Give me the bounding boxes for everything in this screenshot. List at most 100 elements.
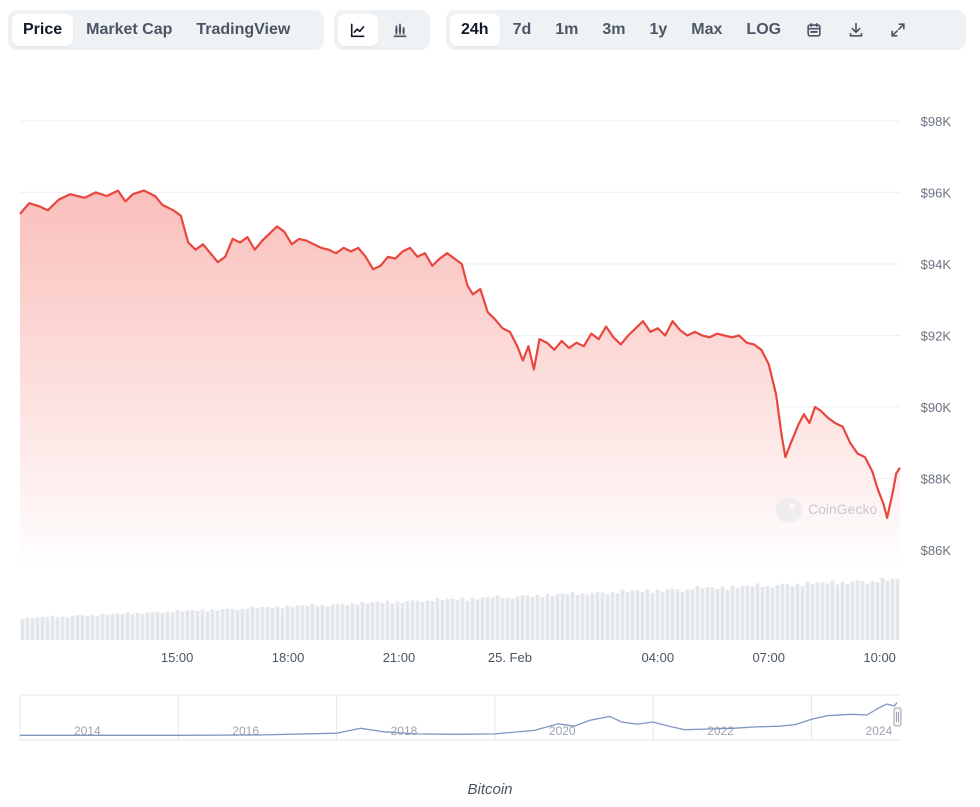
volume-bar xyxy=(500,597,505,640)
volume-bar xyxy=(555,594,560,640)
volume-bar xyxy=(780,583,785,640)
volume-bar xyxy=(440,600,445,640)
chart-caption: Bitcoin xyxy=(467,781,513,798)
range-7d[interactable]: 7d xyxy=(512,21,532,38)
range-3m[interactable]: 3m xyxy=(602,21,626,38)
chart-type-tabs xyxy=(334,10,430,50)
volume-bar xyxy=(395,601,400,640)
volume-bar xyxy=(890,578,895,640)
volume-bar xyxy=(590,592,595,640)
price-chart: $98K $96K $94K $92K $90K $88K $86K CoinGecko 15:… xyxy=(0,70,980,770)
x-tick-label: 04:00 xyxy=(642,650,675,665)
volume-bar xyxy=(725,589,730,640)
x-tick-label: 07:00 xyxy=(752,650,785,665)
candlestick-chart-button[interactable] xyxy=(380,14,420,46)
volume-bar xyxy=(810,584,815,640)
download-button[interactable] xyxy=(836,14,876,46)
volume-bar xyxy=(155,612,160,640)
volume-bar xyxy=(560,593,565,640)
volume-bar xyxy=(525,595,530,640)
volume-bar xyxy=(425,600,430,640)
volume-bar xyxy=(235,610,240,640)
volume-bar xyxy=(345,605,350,640)
chart-toolbar: Price Market Cap TradingView 24h 7d 1m 3m 1y Ma… xyxy=(8,10,968,50)
volume-bar xyxy=(445,598,450,640)
volume-bar xyxy=(865,583,870,640)
volume-bar xyxy=(220,609,225,640)
volume-bar xyxy=(105,614,110,640)
navigator-year-label: 2020 xyxy=(549,724,576,738)
volume-bar xyxy=(655,589,660,640)
volume-bar xyxy=(550,595,555,640)
volume-bar xyxy=(685,589,690,640)
volume-bar xyxy=(375,601,380,640)
volume-bar xyxy=(845,584,850,640)
price-chart-svg[interactable]: $98K $96K $94K $92K $90K $88K $86K CoinGecko 15:… xyxy=(0,70,980,770)
volume-bar xyxy=(25,617,30,640)
volume-bar xyxy=(240,608,245,640)
range-1m[interactable]: 1m xyxy=(555,21,579,38)
volume-bar xyxy=(710,587,715,640)
volume-bar xyxy=(775,584,780,640)
volume-bar xyxy=(35,617,40,640)
volume-bar xyxy=(610,592,615,640)
y-tick-label: $86K xyxy=(921,543,952,558)
volume-bar xyxy=(360,601,365,640)
volume-bar xyxy=(400,602,405,640)
range-24h[interactable]: 24h xyxy=(450,14,500,46)
volume-bar xyxy=(170,612,175,640)
volume-bar xyxy=(750,586,755,640)
volume-bar xyxy=(675,589,680,640)
volume-bar xyxy=(340,603,345,640)
volume-bar xyxy=(285,605,290,640)
volume-bar xyxy=(30,618,35,640)
calendar-button[interactable] xyxy=(794,14,834,46)
volume-bar xyxy=(455,600,460,640)
volume-bar xyxy=(325,606,330,640)
volume-bar xyxy=(705,587,710,640)
navigator-year-label: 2024 xyxy=(866,724,893,738)
tab-price[interactable]: Price xyxy=(12,14,74,46)
volume-bar xyxy=(575,595,580,640)
range-max[interactable]: Max xyxy=(691,21,723,38)
expand-icon xyxy=(889,21,907,39)
volume-bar xyxy=(795,583,800,640)
volume-bar xyxy=(435,598,440,640)
x-tick-label: 10:00 xyxy=(863,650,896,665)
volume-bar xyxy=(210,609,215,640)
view-tabs: Price Market Cap TradingView xyxy=(8,10,324,50)
volume-bar xyxy=(270,608,275,640)
range-log[interactable]: LOG xyxy=(746,21,782,38)
volume-bar xyxy=(350,603,355,640)
tab-tradingview[interactable]: TradingView xyxy=(196,21,291,38)
line-chart-button[interactable] xyxy=(338,14,378,46)
range-1y[interactable]: 1y xyxy=(649,21,668,38)
volume-bar xyxy=(580,593,585,640)
navigator-year-label: 2014 xyxy=(74,724,101,738)
volume-bar xyxy=(95,615,100,640)
navigator-line xyxy=(20,702,898,736)
y-tick-label: $88K xyxy=(921,472,952,487)
volume-bar xyxy=(605,594,610,640)
calendar-icon xyxy=(805,21,823,39)
volume-bar xyxy=(145,612,150,640)
x-tick-label: 15:00 xyxy=(161,650,194,665)
volume-bar xyxy=(815,582,820,640)
volume-bar xyxy=(680,591,685,640)
volume-bar xyxy=(465,600,470,640)
y-tick-label: $90K xyxy=(921,400,952,415)
volume-bar xyxy=(790,586,795,640)
volume-bar xyxy=(45,617,50,640)
volume-bar xyxy=(100,613,105,640)
volume-bar xyxy=(785,584,790,640)
volume-bar xyxy=(110,613,115,640)
volume-bar xyxy=(505,597,510,640)
volume-bar xyxy=(660,591,665,640)
volume-bar xyxy=(410,600,415,640)
navigator-handle[interactable] xyxy=(893,707,902,727)
volume-bar xyxy=(860,581,865,640)
volume-bar xyxy=(160,613,165,640)
expand-button[interactable] xyxy=(878,14,918,46)
volume-bar xyxy=(380,602,385,640)
tab-market-cap[interactable]: Market Cap xyxy=(86,21,173,38)
